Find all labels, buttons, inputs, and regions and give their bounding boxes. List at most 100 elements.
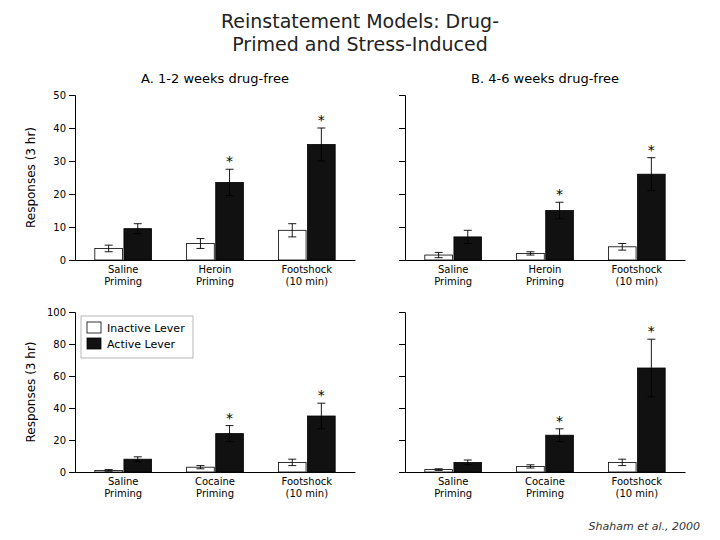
error-bar	[196, 239, 204, 249]
y-tick-mark	[399, 95, 405, 96]
y-tick	[399, 260, 405, 261]
plot-area	[425, 339, 665, 472]
y-tick-mark	[399, 194, 405, 195]
error-bar-cap	[288, 236, 296, 237]
error-bar	[105, 245, 113, 252]
legend-swatch	[87, 338, 101, 349]
error-bar-line	[229, 426, 230, 442]
error-bar-cap	[226, 441, 234, 442]
y-tick-mark	[69, 260, 75, 261]
x-tick-label: Footshock(10 min)	[282, 476, 333, 499]
x-tick-label: Footshock(10 min)	[282, 264, 333, 287]
significance-mark: *	[226, 153, 233, 169]
error-bar-cap	[618, 465, 626, 466]
error-bar-cap	[105, 471, 113, 472]
error-bar-line	[137, 457, 138, 462]
panel: ** SalinePriming CocainePriming Footshock(1…	[399, 313, 686, 499]
error-bar-line	[438, 252, 439, 257]
y-tick-mark	[399, 344, 405, 345]
error-bar-cap	[464, 464, 472, 465]
y-tick: 0	[60, 467, 75, 478]
x-tick-label: SalinePriming	[434, 264, 472, 287]
error-bar-cap	[556, 441, 564, 442]
x-tick: CocainePriming	[525, 476, 565, 499]
annotations: **	[556, 323, 655, 429]
error-bar-cap	[464, 460, 472, 461]
error-bar-line	[530, 465, 531, 468]
error-bar-line	[108, 245, 109, 252]
error-bar-line	[229, 169, 230, 195]
y-tick	[399, 161, 405, 162]
y-tick	[399, 408, 405, 409]
y-tick-mark	[69, 440, 75, 441]
x-tick: SalinePriming	[434, 264, 472, 287]
error-bar-cap	[105, 245, 113, 246]
significance-mark: *	[556, 186, 563, 202]
y-axis-title: Responses (3 hr)	[24, 341, 38, 442]
error-bar	[134, 224, 142, 234]
error-bar-cap	[647, 396, 655, 397]
error-bar	[226, 169, 234, 195]
y-tick-mark	[69, 128, 75, 129]
y-tick-label: 20	[53, 189, 66, 200]
error-bar	[435, 252, 443, 257]
error-bar-cap	[435, 252, 443, 253]
y-tick	[399, 472, 405, 473]
error-bar-cap	[288, 223, 296, 224]
error-bar	[435, 469, 443, 471]
error-bar-cap	[618, 243, 626, 244]
error-bar-line	[292, 224, 293, 237]
x-tick: Footshock(10 min)	[282, 264, 333, 287]
legend-label: Active Lever	[107, 338, 176, 351]
y-tick: 80	[53, 339, 75, 350]
panel-title: B. 4-6 weeks drug-free	[471, 71, 619, 86]
x-tick: HeroinPriming	[196, 264, 234, 287]
series	[95, 224, 306, 260]
error-bar-cap	[196, 248, 204, 249]
y-axis: 020406080100	[47, 307, 76, 478]
error-bar-cap	[134, 223, 142, 224]
error-bar-cap	[196, 238, 204, 239]
y-tick-mark	[69, 344, 75, 345]
x-tick-label: HeroinPriming	[196, 264, 234, 287]
y-tick-mark	[69, 408, 75, 409]
series	[95, 459, 306, 472]
y-tick	[399, 376, 405, 377]
y-tick	[399, 440, 405, 441]
error-bar	[134, 457, 142, 462]
y-tick-mark	[69, 376, 75, 377]
y-axis-title: Responses (3 hr)	[24, 127, 38, 228]
y-tick: 0	[60, 255, 75, 266]
y-tick-label: 100	[47, 307, 66, 318]
error-bar-line	[467, 230, 468, 243]
error-bar-line	[559, 429, 560, 442]
significance-mark: *	[318, 387, 325, 403]
error-bar-cap	[105, 251, 113, 252]
error-bar-cap	[134, 456, 142, 457]
error-bar-line	[467, 460, 468, 465]
y-tick-mark	[399, 227, 405, 228]
error-bar	[464, 460, 472, 465]
series	[425, 459, 636, 472]
x-tick-label: SalinePriming	[434, 476, 472, 499]
error-bar	[556, 429, 564, 442]
citation: Shaham et al., 2000	[589, 520, 700, 533]
error-bar-line	[292, 459, 293, 465]
error-bar	[618, 244, 626, 251]
error-bar-cap	[317, 161, 325, 162]
y-tick-label: 0	[60, 467, 66, 478]
series	[454, 339, 665, 472]
error-bar-line	[559, 202, 560, 219]
x-tick-label: Footshock(10 min)	[612, 476, 663, 499]
y-tick	[399, 312, 405, 313]
x-axis: SalinePrimingCocainePrimingFootshock(10 …	[76, 473, 356, 499]
error-bar-cap	[105, 469, 113, 470]
x-tick: CocainePriming	[195, 476, 235, 499]
y-axis-line	[69, 96, 76, 261]
x-tick: Footshock(10 min)	[612, 264, 663, 287]
panel: **020406080100SalinePrimingCocainePrimin…	[24, 307, 356, 499]
panel: **01020304050SalinePrimingHeroinPrimingF…	[24, 71, 356, 287]
error-bar	[526, 252, 534, 255]
error-bar-cap	[526, 464, 534, 465]
error-bar-line	[651, 339, 652, 397]
